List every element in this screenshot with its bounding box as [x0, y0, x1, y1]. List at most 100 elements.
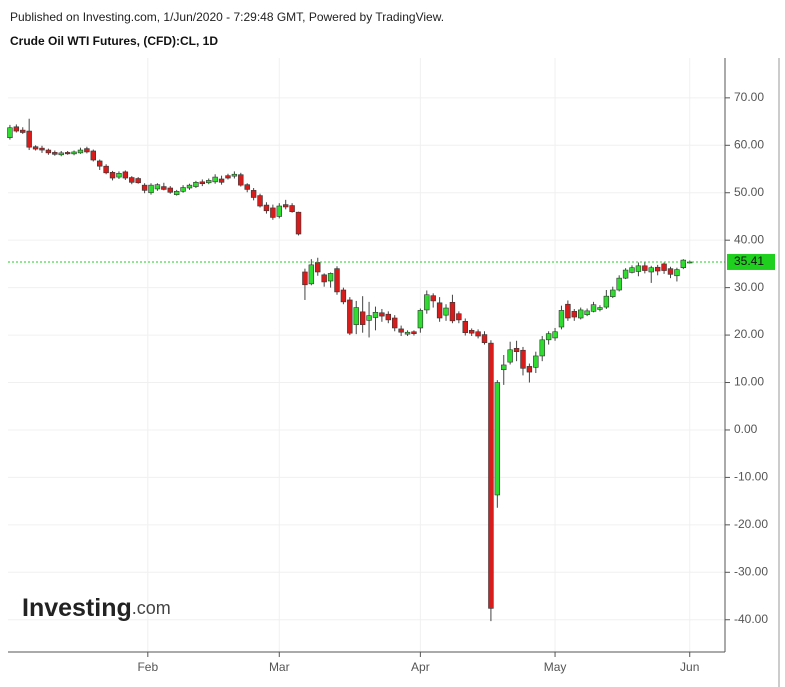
candle-body — [603, 295, 610, 308]
x-tick-label: Apr — [411, 660, 430, 674]
candle-body — [122, 171, 129, 179]
candle-body — [622, 269, 629, 279]
candle-body — [250, 190, 257, 198]
candle-body — [141, 184, 148, 191]
candle-body — [186, 184, 193, 189]
candle-body — [173, 191, 180, 195]
candle-body — [206, 180, 212, 184]
candle-body — [270, 207, 276, 218]
candle-body — [161, 186, 167, 190]
chart-title: Crude Oil WTI Futures, (CFD):CL, 1D — [10, 34, 218, 48]
candle-body — [58, 152, 64, 156]
candle-body — [443, 307, 449, 316]
candle-body — [334, 268, 340, 293]
y-tick-label: 70.00 — [734, 90, 764, 104]
candle-body — [436, 302, 443, 319]
x-tick-label: Feb — [137, 660, 158, 674]
candle-body — [295, 211, 302, 235]
candle-body — [552, 331, 558, 339]
candle-body — [475, 331, 481, 337]
candle-body — [642, 265, 648, 271]
candle-body — [347, 299, 353, 334]
candle-body — [468, 330, 475, 334]
candle-body — [263, 204, 270, 212]
candle-body — [379, 312, 385, 317]
plot — [7, 118, 725, 622]
candle-body — [545, 333, 552, 341]
candle-body — [39, 147, 45, 151]
last-price-label: 35.41 — [734, 254, 764, 268]
x-tick-label: May — [544, 660, 567, 674]
candle-body — [590, 304, 597, 312]
candle-body — [661, 263, 667, 271]
candle-body — [654, 266, 661, 272]
candle-body — [308, 264, 315, 285]
candle-body — [565, 303, 571, 319]
y-tick-label: -20.00 — [734, 517, 768, 531]
candle-body — [52, 152, 58, 155]
candle-body — [180, 187, 186, 192]
candle-body — [97, 160, 103, 167]
y-tick-label: 50.00 — [734, 185, 764, 199]
candle-body — [20, 129, 26, 133]
candle-body — [321, 274, 327, 283]
candle-body — [148, 184, 154, 194]
candle-body — [167, 187, 173, 193]
axes: -40.00 -30.00 -20.00 -10.00 0.00 10.00 20.00 30… — [137, 90, 775, 674]
candle-body — [449, 302, 456, 322]
candle-body — [109, 172, 116, 179]
y-tick-label: -40.00 — [734, 612, 768, 626]
candle-body — [244, 184, 250, 190]
x-tick-label: Mar — [269, 660, 290, 674]
candle-body — [430, 295, 436, 302]
last-price-box — [727, 253, 775, 270]
candle-body — [526, 366, 533, 373]
candle-body — [90, 150, 97, 161]
candle-body — [507, 349, 513, 363]
candle-body — [7, 127, 13, 139]
candle-body — [116, 172, 122, 178]
candle-body — [225, 175, 231, 179]
y-tick-label: 0.00 — [734, 422, 758, 436]
candle-body — [276, 205, 282, 217]
candle-body — [193, 182, 199, 187]
candle-body — [571, 311, 577, 318]
candle-body — [45, 149, 52, 154]
candle-body — [71, 151, 77, 155]
candle-body — [635, 265, 642, 272]
candle-body — [520, 349, 526, 369]
candle-body — [680, 259, 687, 269]
candle-body — [366, 315, 372, 321]
candle-body — [584, 310, 590, 315]
candle-body — [26, 130, 32, 148]
candle-body — [616, 277, 622, 291]
candle-body — [372, 312, 379, 318]
candle-body — [494, 382, 501, 496]
candle-body — [462, 321, 468, 334]
y-tick-label: 20.00 — [734, 327, 764, 341]
candle-body — [64, 152, 71, 155]
candle-body — [84, 148, 90, 153]
candle-body — [667, 268, 674, 275]
candle-body — [398, 328, 404, 333]
candle-body — [577, 309, 584, 319]
candle-body — [315, 262, 321, 273]
candle-body — [218, 178, 225, 183]
grid — [8, 58, 725, 652]
candle-body — [610, 289, 616, 297]
y-tick-label: 10.00 — [734, 375, 764, 389]
published-note: Published on Investing.com, 1/Jun/2020 -… — [10, 10, 444, 24]
candle-body — [32, 146, 39, 150]
candle-body — [353, 307, 359, 325]
y-tick-label: -30.00 — [734, 564, 768, 578]
candle-body — [513, 348, 520, 352]
candle-body — [302, 271, 308, 286]
candle-body — [648, 267, 654, 273]
candle-body — [257, 195, 263, 207]
y-tick-label: -10.00 — [734, 470, 768, 484]
y-tick-label: 40.00 — [734, 232, 764, 246]
candle-body — [558, 310, 565, 328]
candle-body — [424, 294, 430, 311]
